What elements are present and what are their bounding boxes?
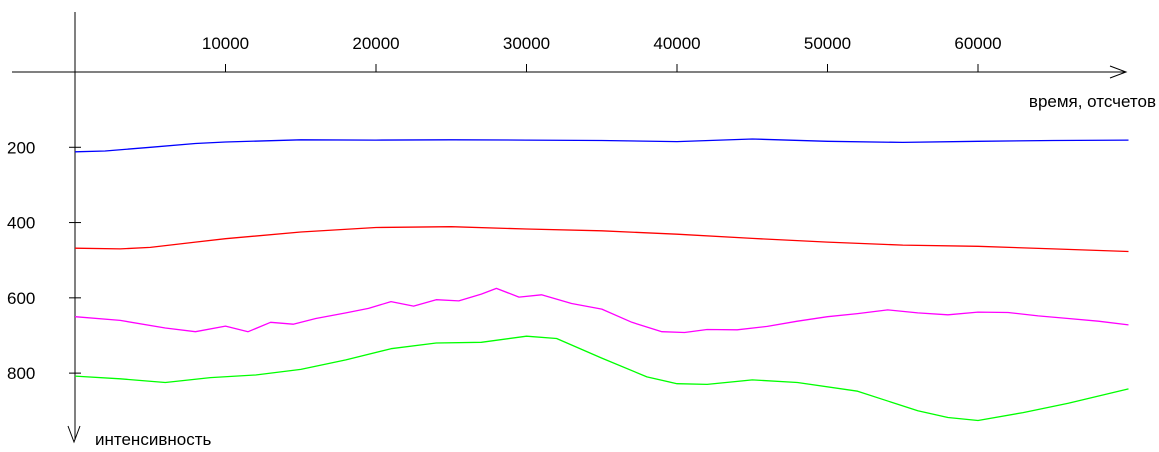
series-line-2 bbox=[74, 226, 1129, 253]
x-tick-label: 40000 bbox=[653, 34, 700, 53]
series-line-1 bbox=[74, 138, 1129, 153]
x-tick-label: 20000 bbox=[352, 34, 399, 53]
series-group bbox=[74, 138, 1129, 422]
x-tick-label: 50000 bbox=[804, 34, 851, 53]
y-axis-label: интенсивность bbox=[95, 430, 211, 449]
x-tick-label: 30000 bbox=[503, 34, 550, 53]
series-line-3 bbox=[74, 287, 1129, 334]
y-axis-arrow bbox=[67, 425, 81, 444]
series-line-4 bbox=[74, 335, 1129, 422]
x-tick-label: 60000 bbox=[954, 34, 1001, 53]
y-tick-label: 400 bbox=[7, 214, 35, 233]
ticks: 10000 20000 30000 40000 50000 60000 200 400 600 8… bbox=[7, 34, 1002, 383]
y-tick-label: 200 bbox=[7, 138, 35, 157]
x-axis-label: время, отсчетов bbox=[1029, 92, 1156, 111]
axes bbox=[12, 12, 1128, 444]
x-tick-label: 10000 bbox=[202, 34, 249, 53]
y-tick-label: 600 bbox=[7, 289, 35, 308]
x-axis-arrow bbox=[1109, 65, 1128, 79]
y-tick-label: 800 bbox=[7, 364, 35, 383]
